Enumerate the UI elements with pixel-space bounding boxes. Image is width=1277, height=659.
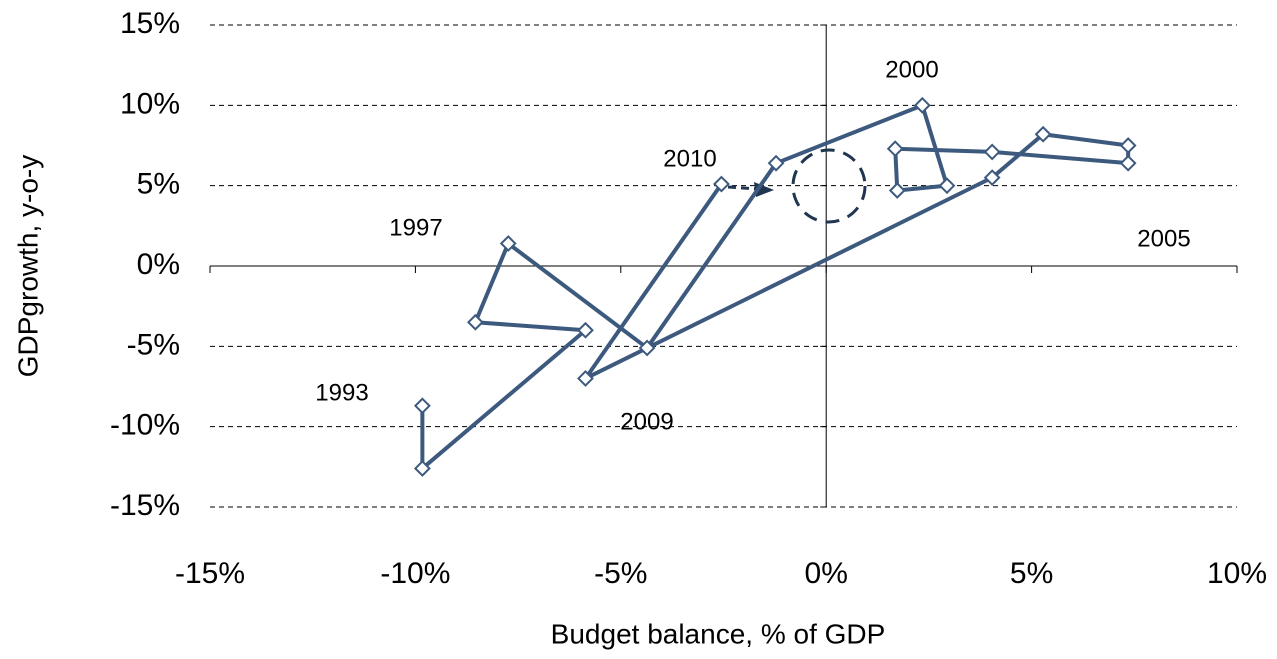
x-axis-title: Budget balance, % of GDP (551, 618, 886, 649)
y-axis-title: GDPgrowth, y-o-y (12, 155, 43, 378)
point (938, 177, 956, 195)
point (577, 321, 594, 339)
x-tick-label: -15% (175, 557, 245, 590)
point (499, 235, 517, 252)
grid (209, 24, 1238, 508)
point (767, 154, 785, 172)
y-tick-label: 15% (120, 7, 180, 40)
point (1119, 154, 1137, 172)
y-tick-label: 10% (120, 87, 180, 120)
series-line (420, 103, 1131, 471)
annotation: 2005 (1137, 225, 1190, 252)
annotation: 1997 (389, 214, 442, 241)
annotation: 1993 (315, 379, 368, 406)
point (713, 175, 730, 193)
point (1119, 137, 1137, 154)
point (413, 460, 431, 477)
point (888, 182, 906, 199)
y-tick-label: -5% (127, 328, 180, 361)
point (413, 397, 431, 415)
point (913, 96, 931, 114)
annotation: 2000 (885, 56, 938, 83)
y-tick-label: 5% (137, 168, 180, 201)
point (577, 370, 594, 387)
x-tick-label: 5% (1010, 557, 1053, 590)
point (466, 313, 484, 331)
x-tick-label: 0% (805, 557, 848, 590)
x-tick-label: 10% (1207, 557, 1267, 590)
point (983, 143, 1001, 161)
y-tick-label: -10% (110, 409, 180, 442)
x-tick-label: -10% (380, 557, 450, 590)
x-tick-label: -5% (594, 557, 647, 590)
arrow-shaft (727, 185, 759, 191)
y-tick-label: -15% (110, 489, 180, 522)
point (1034, 125, 1052, 143)
point (638, 339, 656, 357)
point (886, 140, 904, 158)
annotation: 2010 (663, 145, 716, 172)
point (983, 169, 1001, 187)
y-tick-label: 0% (137, 248, 180, 281)
dashed-circle (791, 148, 867, 224)
annotation: 2009 (620, 408, 673, 435)
